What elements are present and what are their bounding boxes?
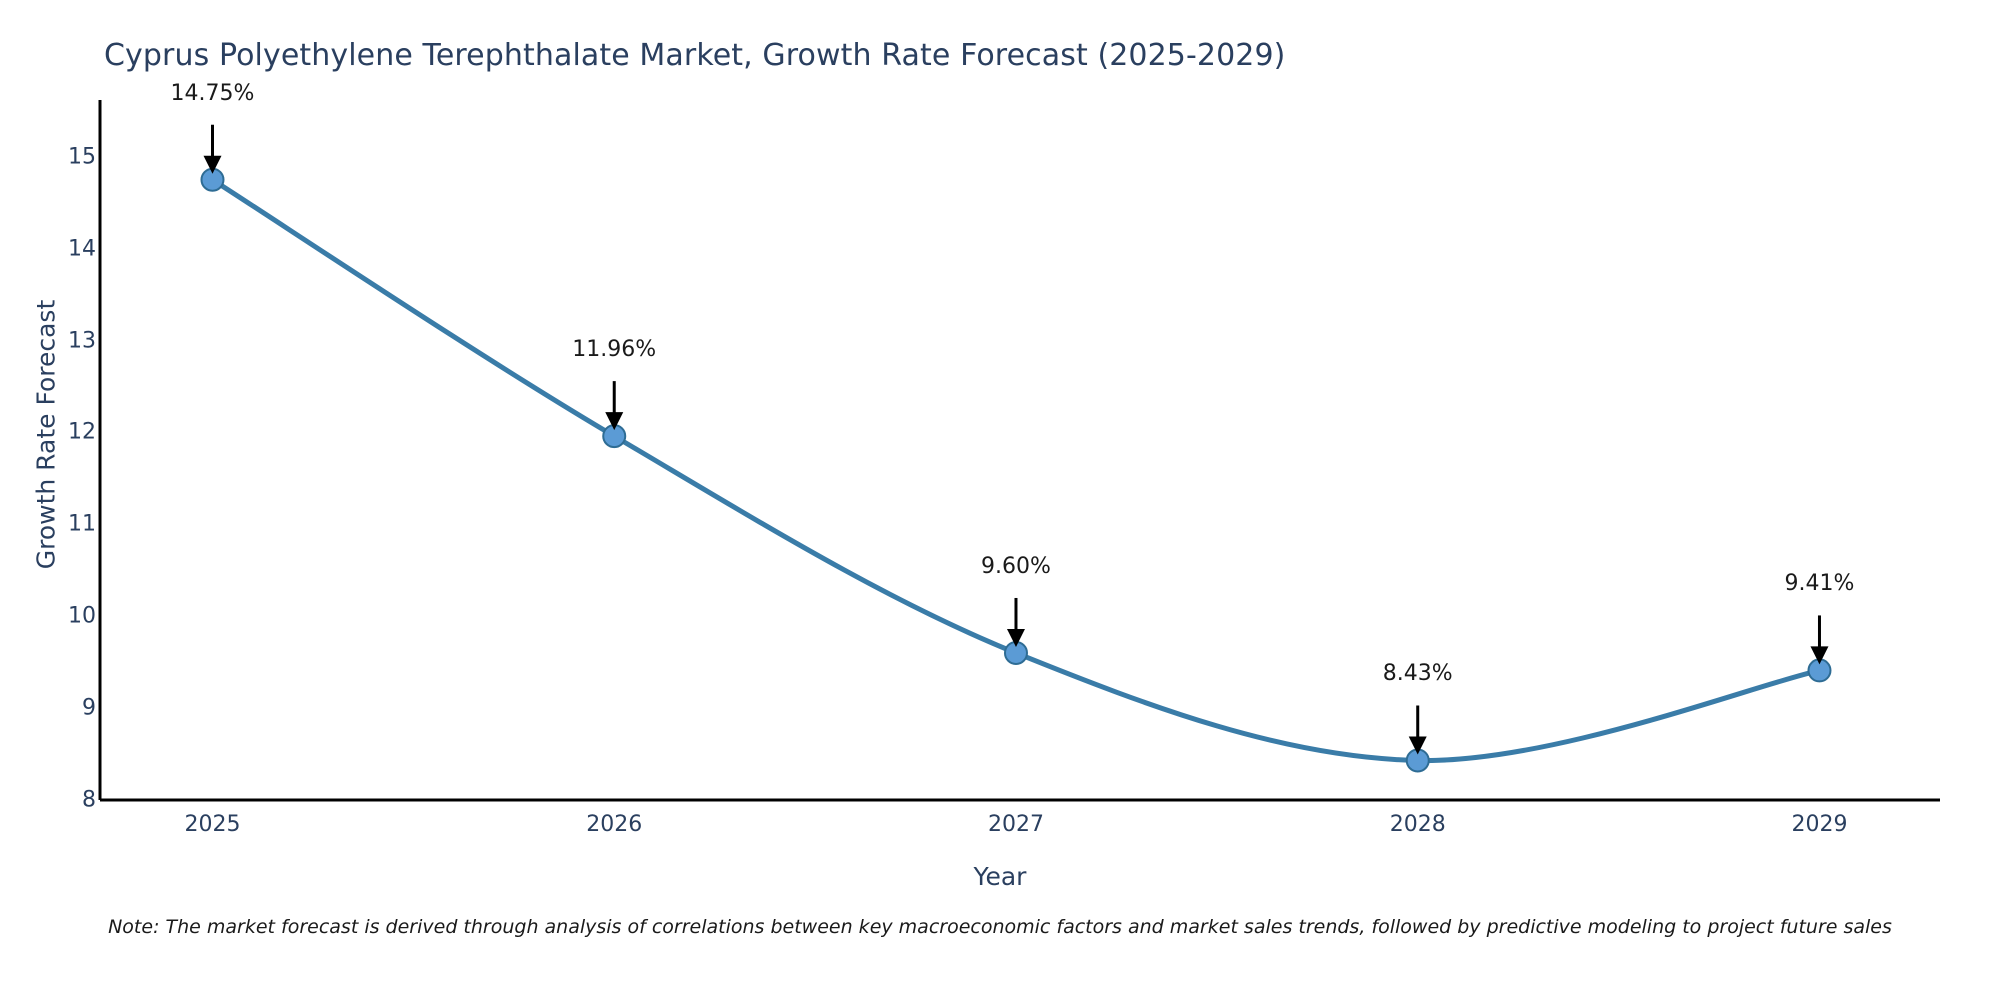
data-series-line <box>209 177 1822 763</box>
y-axis-tick-label: 8 <box>82 787 96 813</box>
y-axis-tick-label: 15 <box>68 144 96 170</box>
x-axis-title: Year <box>973 862 1027 891</box>
annotation-arrows <box>203 124 1829 755</box>
x-axis-tick-label: 2026 <box>586 812 643 837</box>
y-axis-tick-label: 10 <box>68 603 96 629</box>
chart-footnote: Note: The market forecast is derived thr… <box>108 916 1892 938</box>
data-point-label: 9.41% <box>1784 571 1855 597</box>
y-axis-tick-label: 12 <box>68 419 96 445</box>
y-axis-tick-label: 9 <box>82 695 96 721</box>
chart-title: Cyprus Polyethylene Terephthalate Market… <box>104 38 1286 73</box>
data-point-markers <box>200 167 1832 773</box>
x-axis-tick-label: 2029 <box>1791 812 1848 837</box>
y-axis-tick-labels: 8 9 10 11 12 13 14 15 <box>36 0 96 1000</box>
x-axis-tick-label: 2028 <box>1389 812 1446 837</box>
data-point-label: 9.60% <box>981 553 1051 579</box>
data-point-label: 14.75% <box>170 80 255 106</box>
y-axis-tick-label: 14 <box>68 236 96 262</box>
x-axis-tick-label: 2025 <box>184 812 241 837</box>
y-axis-tick-label: 11 <box>68 511 96 537</box>
axis-lines <box>98 100 1940 802</box>
x-axis-tick-label: 2027 <box>987 812 1044 837</box>
data-point-label: 8.43% <box>1382 661 1453 687</box>
y-axis-tick-label: 13 <box>68 328 96 354</box>
data-point-label: 11.96% <box>572 337 657 363</box>
